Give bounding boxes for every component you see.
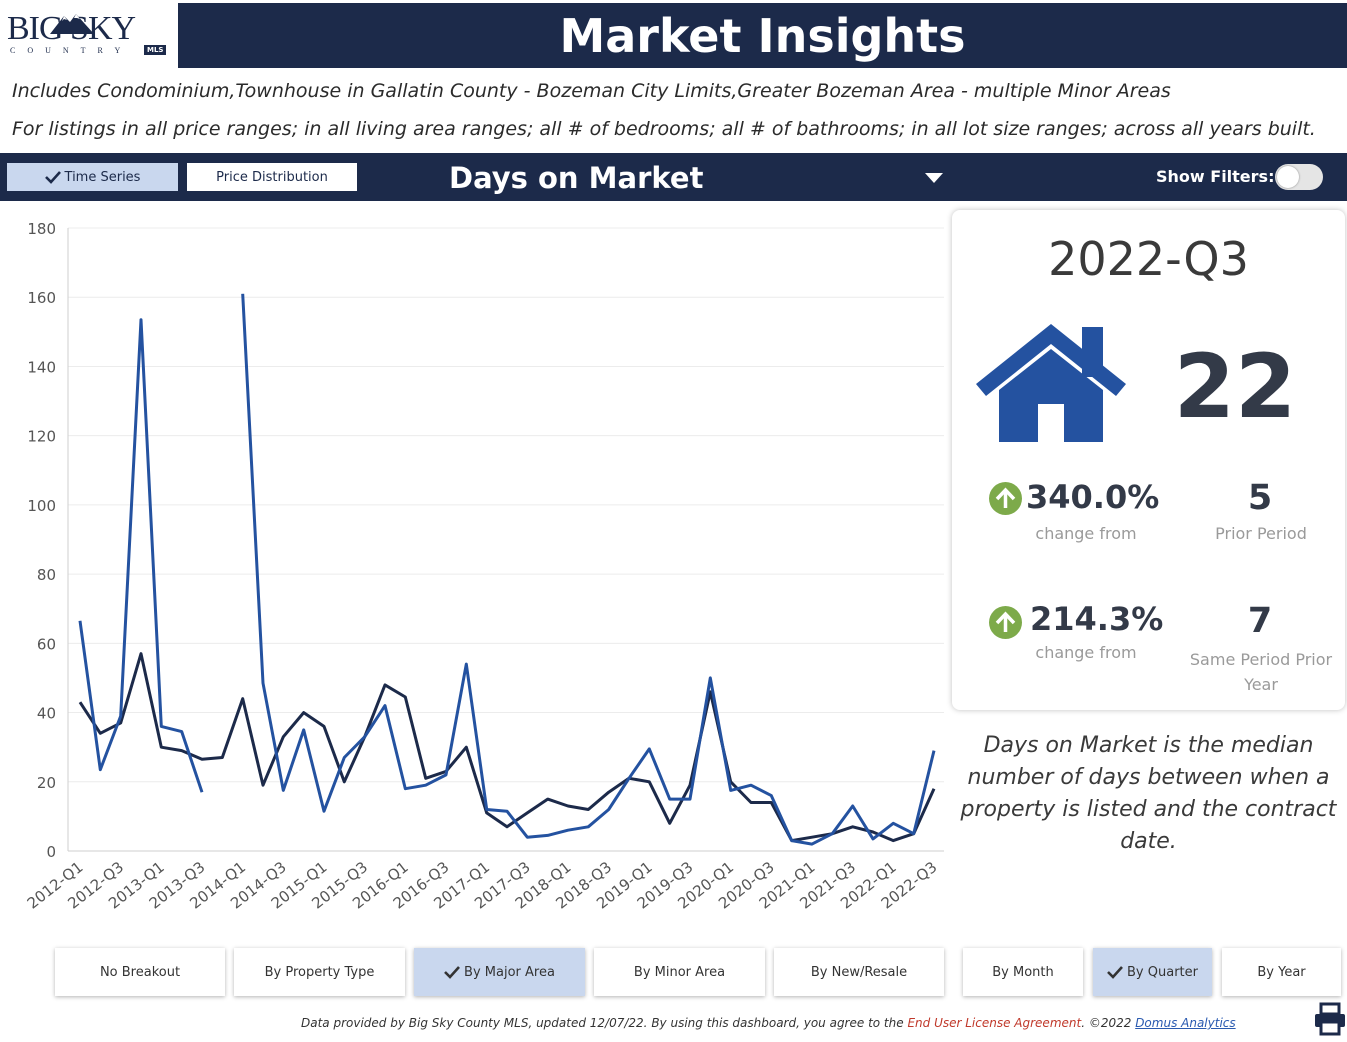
y-tick-label: 80 [37,566,56,584]
kpi-value: 22 [1173,335,1297,438]
metric-definition: Days on Market is the median number of d… [960,733,1337,854]
footer-copyright: . ©2022 [1081,1016,1136,1030]
page-title: Market Insights [559,9,966,63]
by-month-button[interactable]: By Month [963,948,1083,996]
price-distribution-label: Price Distribution [216,169,328,185]
kpi-period: 2022-Q3 [1048,232,1249,286]
y-tick-label: 100 [27,497,56,515]
y-tick-label: 140 [27,358,56,376]
change-from-label: change from [1035,643,1137,662]
by-new-resale-button[interactable]: By New/Resale [774,948,944,996]
toggle-knob [1277,166,1299,188]
y-tick-label: 120 [27,428,56,446]
by-quarter-button[interactable]: By Quarter [1093,948,1212,996]
time-series-button[interactable]: Time Series [7,163,178,191]
by-property-type-button[interactable]: By Property Type [234,948,405,996]
print-icon[interactable] [1314,1002,1346,1036]
y-tick-label: 40 [37,705,56,723]
logo-subtext: COUNTRY [10,46,133,55]
prior-period-label: Prior Period [1215,524,1307,543]
y-tick-label: 180 [27,220,56,238]
checkmark-icon [444,966,461,979]
price-distribution-button[interactable]: Price Distribution [187,163,357,191]
days-on-market-chart: 0 20 40 60 80 100 120 140 160 180 2012-Q1 2012-Q3 20… [0,201,950,941]
footer: Data provided by Big Sky County MLS, upd… [301,1016,1236,1030]
y-tick-label: 60 [37,635,56,653]
time-series-label: Time Series [64,169,141,185]
show-filters-label: Show Filters: [1156,167,1275,186]
house-icon [976,324,1126,442]
title-bar: Market Insights [178,3,1347,68]
by-property-type-label: By Property Type [264,964,375,980]
series-line-2 [78,318,204,793]
by-major-area-button[interactable]: By Major Area [414,948,585,996]
same-period-value: 7 [1247,601,1273,641]
checkmark-icon [44,171,61,184]
chevron-down-icon [925,173,943,183]
prior-period-value: 5 [1247,478,1273,518]
mountain-icon [50,14,94,34]
metric-dropdown[interactable]: Days on Market [438,153,950,201]
by-year-button[interactable]: By Year [1222,948,1341,996]
filter-summary-line-1: Includes Condominium,Townhouse in Gallat… [12,80,1171,102]
footer-text: Data provided by Big Sky County MLS, upd… [301,1016,908,1030]
no-breakout-button[interactable]: No Breakout [55,948,225,996]
by-major-area-label: By Major Area [464,964,555,980]
y-tick-label: 0 [46,843,56,861]
kpi-card: 2022-Q3 22 340.0% change from 5 Prior Pe… [952,210,1345,710]
by-year-label: By Year [1257,964,1306,980]
checkmark-icon [1107,966,1123,979]
same-period-label: Same Period Prior Year [1189,650,1333,694]
big-sky-mls-logo: BIG SKY COUNTRY MLS [4,4,172,66]
change-year-pct: 214.3% [1030,600,1164,638]
change-prior-pct: 340.0% [1026,478,1160,516]
y-tick-label: 20 [37,774,56,792]
filter-summary-line-2: For listings in all price ranges; in all… [12,118,1316,140]
no-breakout-label: No Breakout [99,964,181,980]
domus-analytics-link[interactable]: Domus Analytics [1135,1016,1236,1030]
show-filters-toggle[interactable] [1275,164,1323,190]
series-line-2 [241,293,936,846]
y-tick-label: 160 [27,289,56,307]
toolbar: Time Series Price Distribution Days on M… [0,153,1347,201]
metric-dropdown-value: Days on Market [449,161,704,195]
header: BIG SKY COUNTRY MLS Market Insights [0,0,1347,68]
by-minor-area-button[interactable]: By Minor Area [594,948,765,996]
by-quarter-label: By Quarter [1127,964,1198,980]
change-from-label: change from [1035,524,1137,543]
by-minor-area-label: By Minor Area [633,964,726,980]
by-new-resale-label: By New/Resale [810,964,908,980]
logo-mls-badge: MLS [144,45,167,55]
arrow-up-icon [989,606,1022,639]
arrow-up-icon [989,482,1022,515]
eula-link[interactable]: End User License Agreement [907,1016,1082,1030]
line-chart-svg: 0204060801001201401601802012-Q12012-Q320… [24,220,944,912]
by-month-label: By Month [992,964,1054,980]
